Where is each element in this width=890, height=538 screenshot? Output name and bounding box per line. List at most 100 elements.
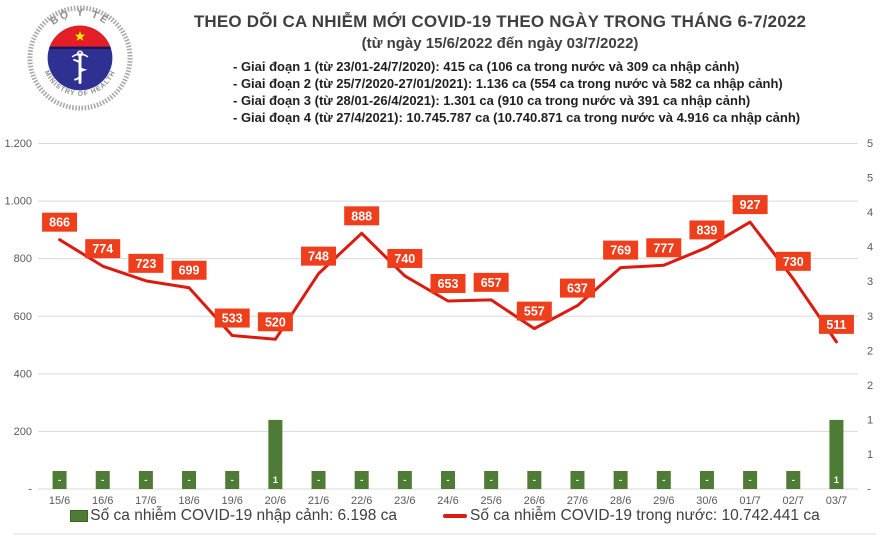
bar-value-label: - <box>749 475 752 486</box>
left-axis-tick: 1.200 <box>4 138 32 150</box>
x-axis-tick: 30/6 <box>696 495 717 507</box>
ministry-of-health-logo: BỘ Y TẾ MINISTRY OF HEALTH <box>27 5 133 111</box>
x-axis-tick: 19/6 <box>221 495 242 507</box>
line-value-label: 699 <box>179 264 200 278</box>
line-value-label-box <box>775 251 811 271</box>
logo-asclepius-staff-icon <box>71 50 89 85</box>
line-value-label: 730 <box>783 255 804 269</box>
line-value-label-box <box>646 238 682 258</box>
legend-line-label: Số ca nhiễm COVID-19 trong nước: 10.742.… <box>470 507 820 524</box>
right-axis-tick: 5 <box>867 173 873 185</box>
x-axis-tick: 23/6 <box>394 495 415 507</box>
bar-imported-cases <box>397 471 412 489</box>
line-value-label: 866 <box>49 216 70 230</box>
x-axis-tick: 22/6 <box>351 495 372 507</box>
phase-note-1: - Giai đoạn 1 (từ 23/01-24/7/2020): 415 … <box>233 59 740 74</box>
line-value-label: 774 <box>92 242 113 256</box>
bar-value-label: - <box>187 475 190 486</box>
line-value-label-box <box>301 246 337 266</box>
legend-line-swatch-icon <box>443 514 468 518</box>
line-value-label-box <box>689 220 725 240</box>
x-axis-tick: 20/6 <box>265 495 286 507</box>
x-axis-tick: 03/7 <box>826 495 847 507</box>
bar-imported-cases <box>182 471 197 489</box>
x-axis-tick: 02/7 <box>783 495 804 507</box>
bar-imported-cases <box>441 471 455 489</box>
phase-note-3: - Giai đoạn 3 (từ 28/01-26/4/2021): 1.30… <box>233 93 751 108</box>
bar-value-label: - <box>705 475 708 486</box>
line-value-label: 769 <box>610 244 631 258</box>
line-value-label: 533 <box>222 312 243 326</box>
bar-value-label: - <box>533 475 536 486</box>
line-value-label-box <box>214 308 250 328</box>
line-value-label-box <box>516 301 552 321</box>
bar-imported-cases <box>613 471 628 489</box>
bar-value-label: 1 <box>273 475 279 486</box>
left-axis-tick: 800 <box>14 253 32 265</box>
page-subtitle: (từ ngày 15/6/2022 đến ngày 03/7/2022) <box>361 35 639 52</box>
left-axis-tick: 400 <box>14 368 32 380</box>
x-axis-tick: 24/6 <box>437 495 458 507</box>
bar-imported-cases <box>52 471 67 489</box>
bar-imported-cases <box>95 471 110 489</box>
right-axis-tick: 3 <box>867 311 873 323</box>
left-axis-tick: 200 <box>14 426 32 438</box>
x-axis-tick: 17/6 <box>135 495 156 507</box>
bar-value-label: - <box>317 475 320 486</box>
right-axis-tick: 4 <box>867 207 873 219</box>
line-value-label: 723 <box>135 257 156 271</box>
bar-value-label: - <box>231 475 234 486</box>
right-axis-tick: 5 <box>867 138 873 150</box>
legend-item-domestic: Số ca nhiễm COVID-19 trong nước: 10.742.… <box>443 507 820 525</box>
bar-value-label: - <box>490 475 493 486</box>
line-value-label: 653 <box>438 277 459 291</box>
line-value-label: 637 <box>567 282 588 296</box>
line-value-label-box <box>387 248 423 268</box>
line-value-label-box <box>732 195 768 215</box>
line-domestic-cases <box>58 220 838 344</box>
x-axis-tick: 26/6 <box>524 495 545 507</box>
legend-bar-label: Số ca nhiễm COVID-19 nhập cảnh: 6.198 ca <box>90 507 398 524</box>
bar-imported-cases <box>268 419 283 489</box>
line-value-label-box <box>42 212 78 232</box>
legend-item-imported: Số ca nhiễm COVID-19 nhập cảnh: 6.198 ca <box>70 507 397 525</box>
bar-value-label: - <box>403 475 406 486</box>
phase-note-2: - Giai đoạn 2 (từ 25/7/2020-27/01/2021):… <box>233 76 783 91</box>
bar-imported-cases <box>527 471 542 489</box>
bar-value-label: - <box>58 475 61 486</box>
bar-imported-cases <box>225 471 240 489</box>
line-value-label: 520 <box>265 315 286 329</box>
right-axis-tick: 3 <box>867 276 873 288</box>
left-axis-tick: 1.000 <box>4 196 32 208</box>
right-axis-tick: 2 <box>867 345 873 357</box>
x-axis-tick: 01/7 <box>739 495 760 507</box>
line-value-label: 777 <box>653 241 674 255</box>
bar-imported-cases <box>699 471 714 489</box>
logo-outer-ring <box>27 5 133 111</box>
x-axis-tick: 15/6 <box>49 495 70 507</box>
bar-imported-cases <box>786 471 801 489</box>
bar-value-label: - <box>446 475 449 486</box>
legend-bar-swatch-icon <box>70 510 89 522</box>
line-value-label-box <box>559 278 595 298</box>
x-axis-tick: 21/6 <box>308 495 329 507</box>
line-value-label: 927 <box>740 198 761 212</box>
line-value-label-box <box>85 239 121 259</box>
phase-notes: - Giai đoạn 1 (từ 23/01-24/7/2020): 415 … <box>150 58 850 126</box>
x-axis-tick: 25/6 <box>480 495 501 507</box>
right-axis-tick: 4 <box>867 242 873 254</box>
right-axis-tick: 1 <box>867 414 873 426</box>
bar-imported-cases <box>311 471 326 489</box>
line-value-label-box <box>473 272 509 292</box>
bar-value-label: - <box>101 475 104 486</box>
line-value-label: 748 <box>308 250 329 264</box>
bar-value-label: - <box>792 475 795 486</box>
bar-imported-cases <box>743 471 758 489</box>
bar-value-label: 1 <box>834 475 840 486</box>
right-axis-tick: 1 <box>867 449 873 461</box>
line-value-label: 511 <box>826 318 846 332</box>
line-value-label: 557 <box>524 305 545 319</box>
line-value-label-box <box>818 314 854 334</box>
